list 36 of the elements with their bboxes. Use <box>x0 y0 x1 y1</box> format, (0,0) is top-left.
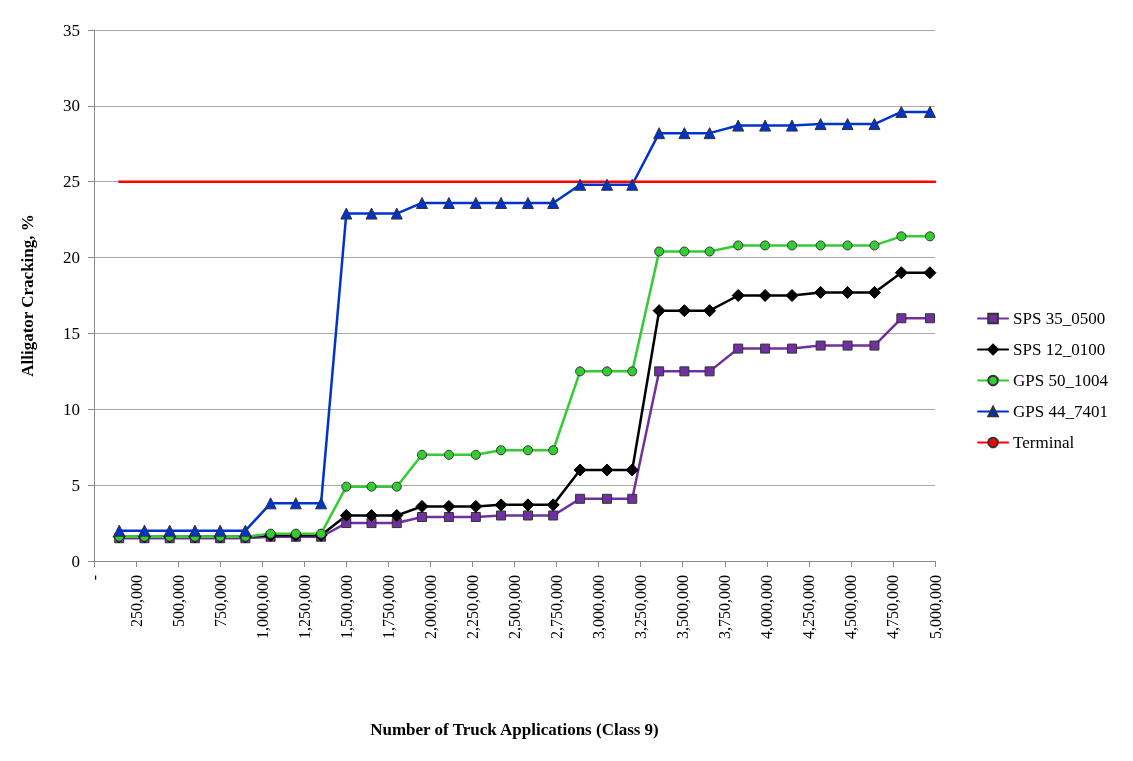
x-tick-label: 3,500,000 <box>674 575 692 639</box>
x-tick-label: 250,000 <box>127 575 145 627</box>
x-tick-label: 1,750,000 <box>379 575 397 639</box>
x-tick-label: 4,500,000 <box>842 575 860 639</box>
legend-label: GPS 50_1004 <box>1013 371 1109 390</box>
x-tick-label: 1,500,000 <box>337 575 355 639</box>
y-tick-label: 30 <box>63 96 80 116</box>
x-tick-label: 3,250,000 <box>632 575 650 639</box>
legend-label: SPS 35_0500 <box>1013 309 1106 328</box>
x-tick-label: 750,000 <box>211 575 229 627</box>
x-tick-label: 2,000,000 <box>421 575 439 639</box>
y-tick-label: 0 <box>71 551 80 571</box>
x-tick-label: 1,000,000 <box>253 575 271 639</box>
x-tick-label: 3,000,000 <box>590 575 608 639</box>
x-tick-label: 4,750,000 <box>884 575 902 639</box>
y-tick-label: 20 <box>63 248 80 268</box>
x-tick-label: 4,000,000 <box>758 575 776 639</box>
x-tick-label: 1,250,000 <box>295 575 313 639</box>
x-tick-label: 2,500,000 <box>506 575 523 639</box>
x-axis-title: Number of Truck Applications (Class 9) <box>370 720 659 739</box>
x-tick-label: 2,250,000 <box>463 575 481 639</box>
x-tick-label: 5,000,000 <box>926 575 944 639</box>
x-tick-label: 3,750,000 <box>716 575 734 639</box>
legend-label: Terminal <box>1013 433 1075 452</box>
y-tick-label: 5 <box>71 475 80 495</box>
y-tick-label: 10 <box>63 399 80 419</box>
y-tick-label: 35 <box>63 20 80 40</box>
y-tick-label: 25 <box>63 172 80 192</box>
x-tick-label: 4,250,000 <box>800 575 818 639</box>
legend-label: SPS 12_0100 <box>1013 340 1106 359</box>
y-axis-title: Alligator Cracking, % <box>18 214 37 377</box>
x-tick-label: - <box>85 575 103 581</box>
legend-label: GPS 44_7401 <box>1013 402 1108 421</box>
y-tick-label: 15 <box>63 323 80 343</box>
x-tick-label: 2,750,000 <box>548 575 566 639</box>
x-tick-label: 500,000 <box>169 575 187 627</box>
